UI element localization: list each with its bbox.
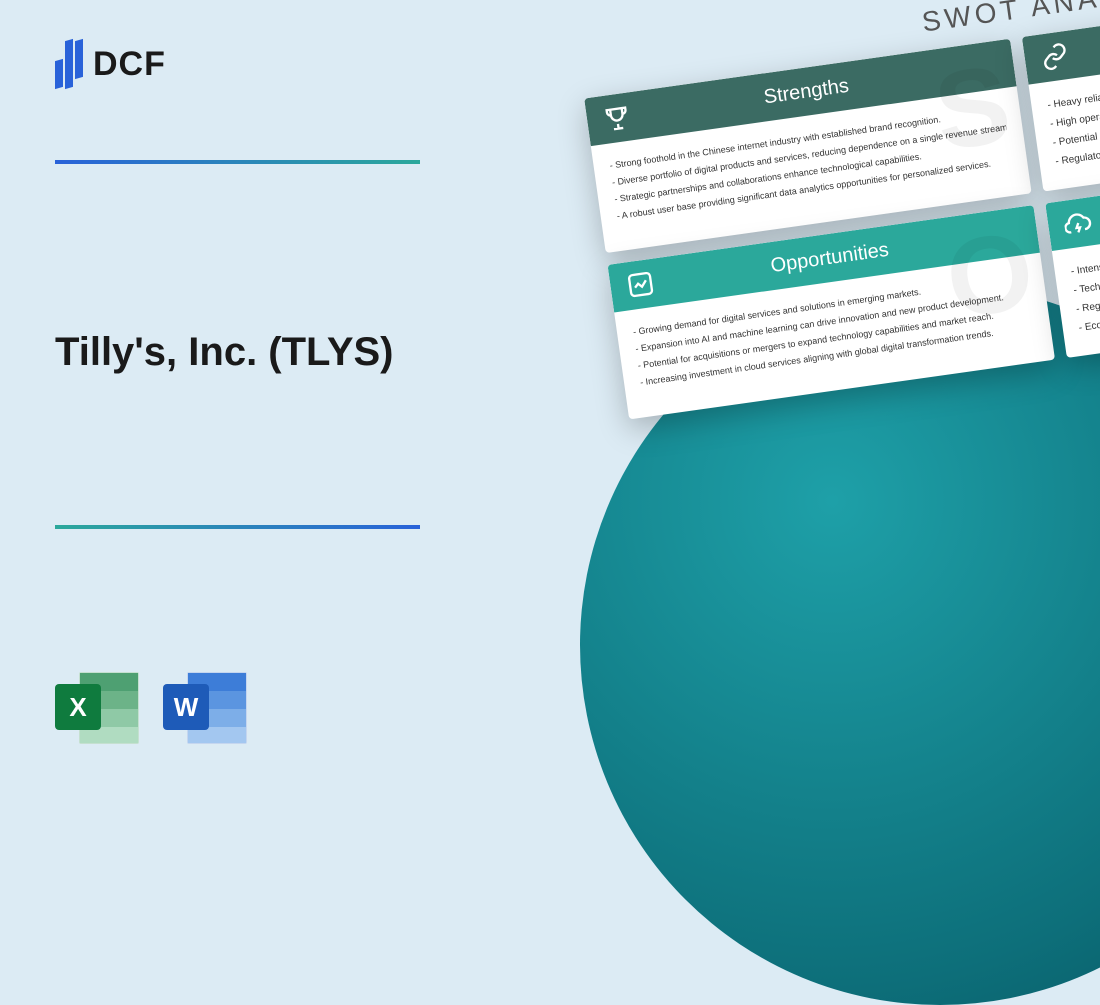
logo-text: DCF — [93, 45, 166, 84]
swot-weaknesses-card: - Heavy reliance on the domestic - High … — [1022, 9, 1100, 191]
top-divider — [55, 160, 420, 164]
bottom-divider — [55, 525, 420, 529]
page-title: Tilly's, Inc. (TLYS) — [55, 330, 394, 375]
dcf-logo: DCF — [55, 40, 166, 88]
swot-preview: SWOT ANALYSIS Strengths S - Strong footh… — [578, 0, 1100, 419]
chart-icon — [625, 269, 657, 301]
file-icons: X W — [55, 666, 247, 750]
word-icon[interactable]: W — [163, 666, 247, 750]
storm-icon — [1062, 207, 1094, 239]
excel-icon[interactable]: X — [55, 666, 139, 750]
trophy-icon — [601, 102, 633, 134]
swot-threats-card: - Intense competition - Technological di… — [1045, 176, 1100, 358]
link-icon — [1039, 41, 1071, 73]
logo-bars-icon — [55, 40, 83, 88]
